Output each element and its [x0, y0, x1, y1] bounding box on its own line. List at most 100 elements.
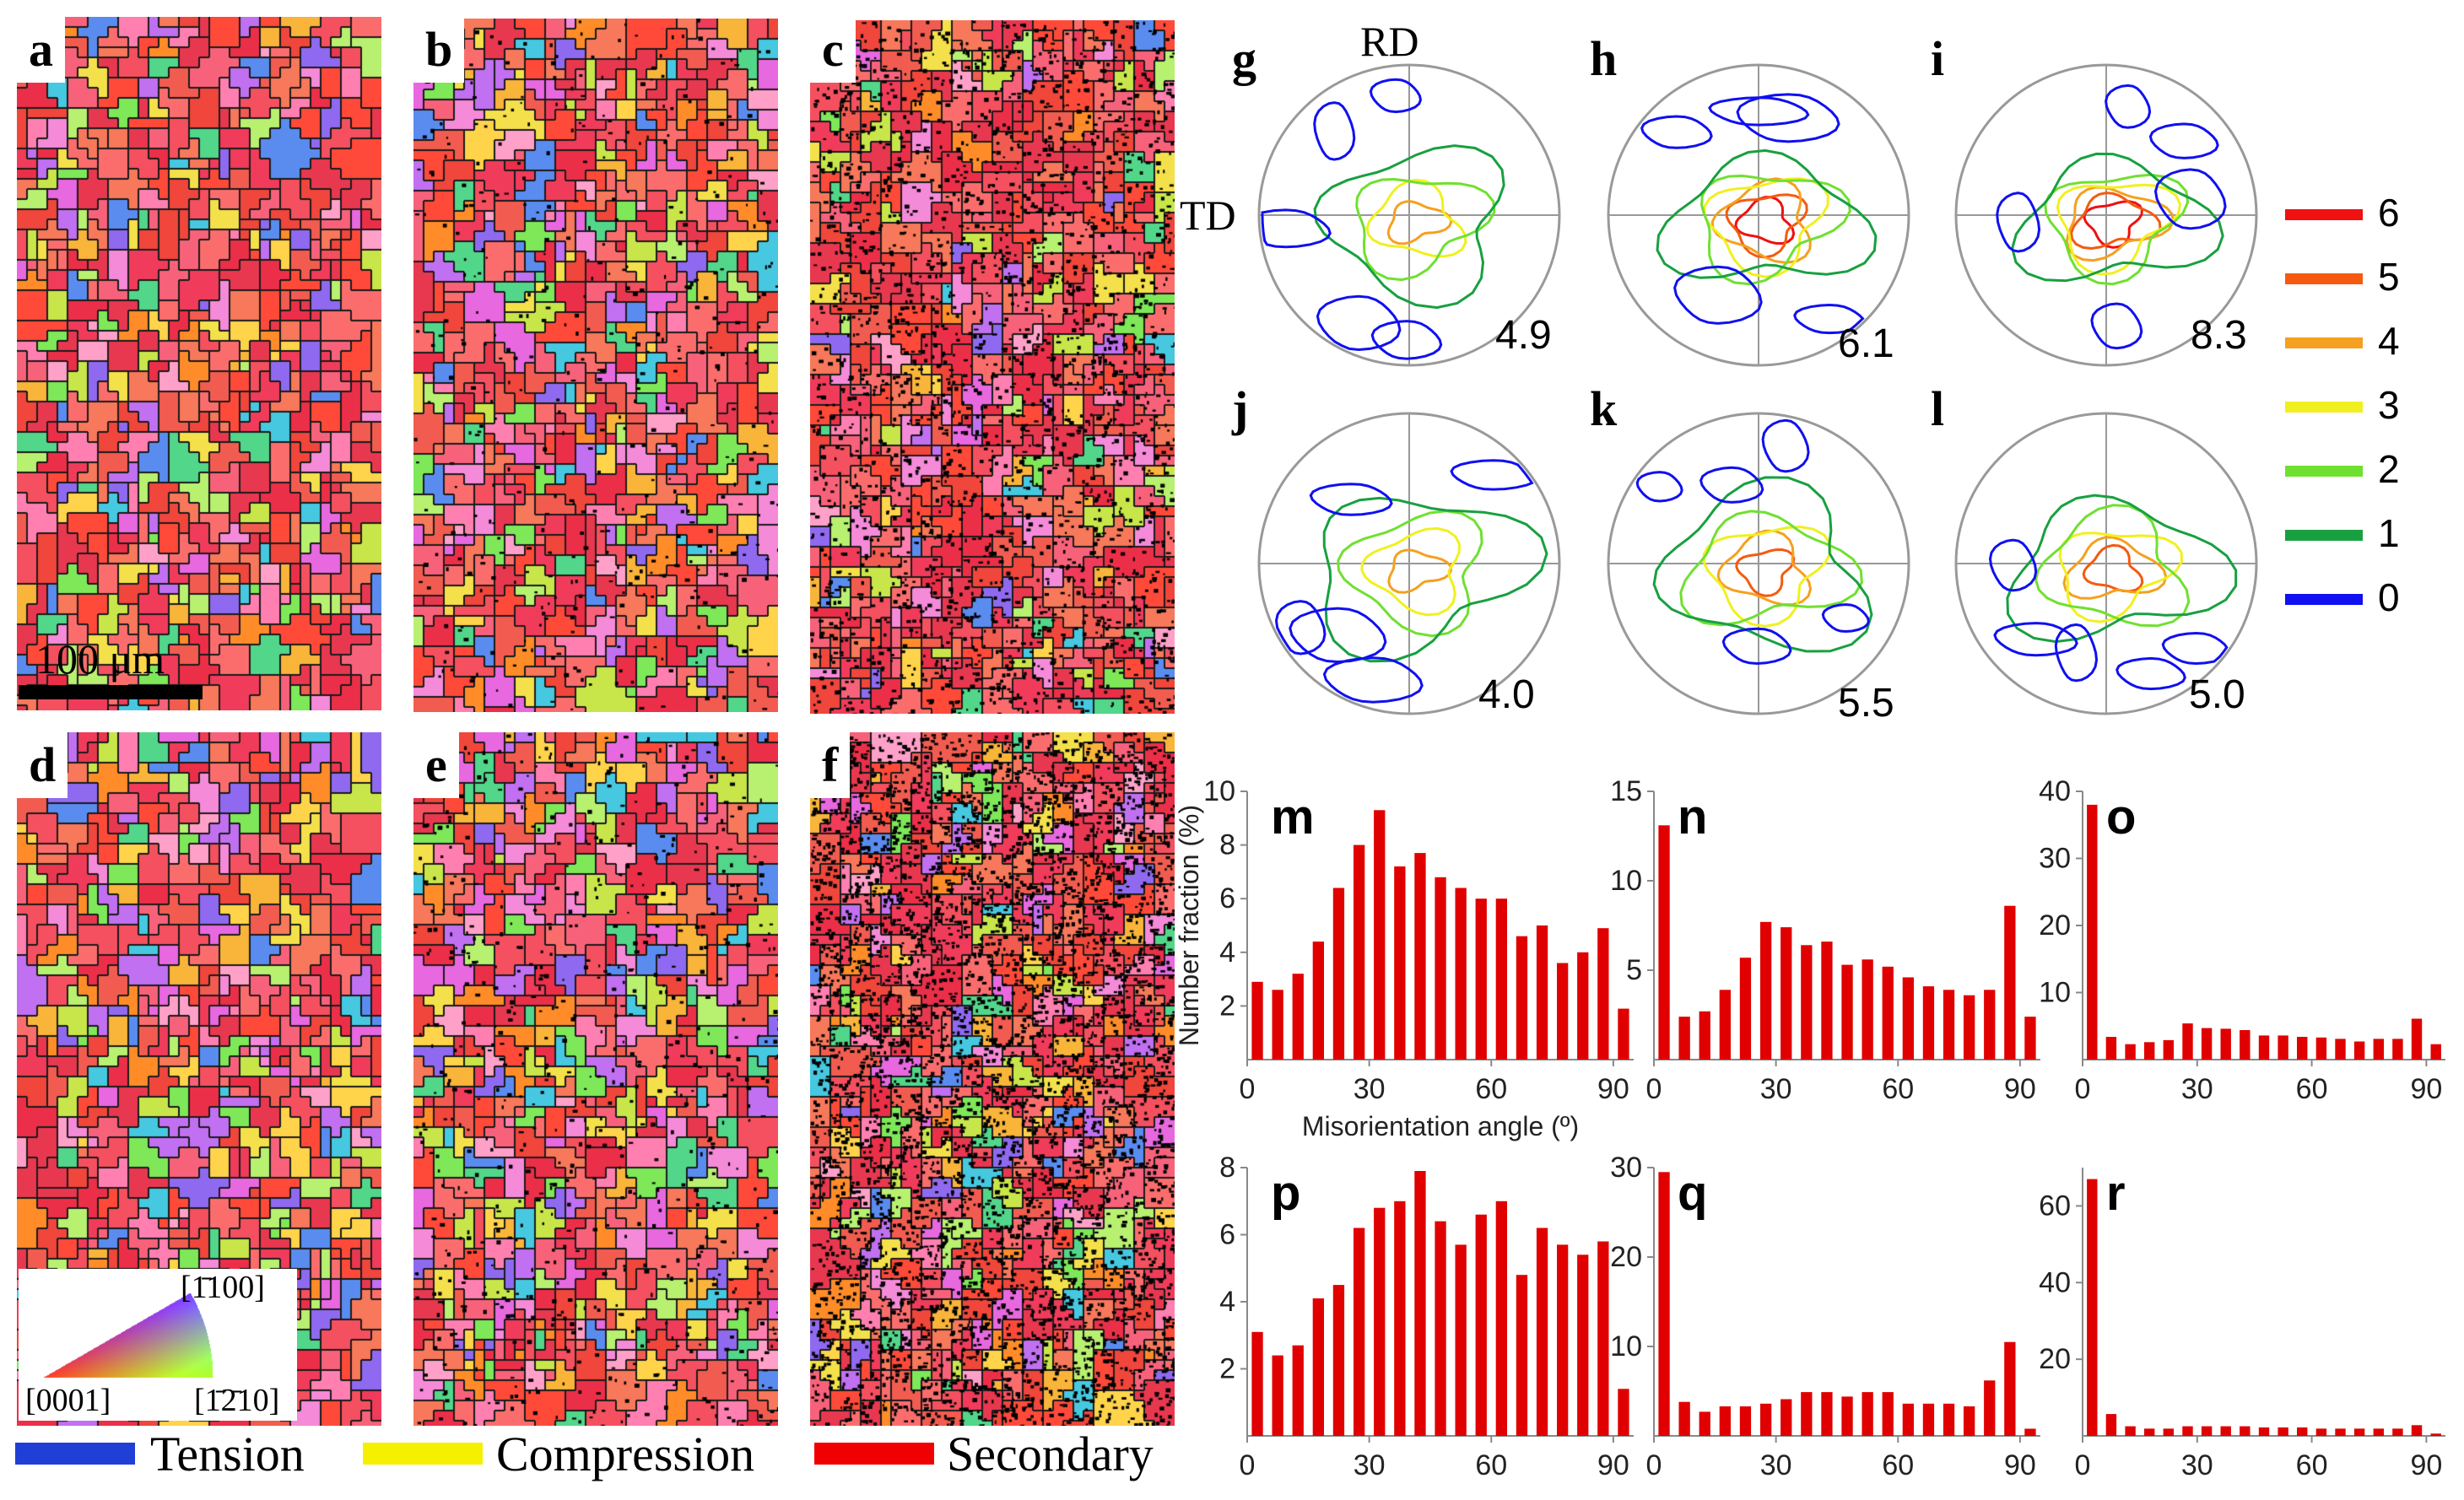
- bar-n-15: [1964, 995, 1975, 1060]
- x-tick-label: 60: [2296, 1449, 2328, 1481]
- bar-m-17: [1597, 928, 1609, 1060]
- contour-level-3: [1702, 525, 1832, 628]
- bar-n-13: [1922, 986, 1935, 1060]
- bar-o-16: [2392, 1039, 2403, 1060]
- contour-level-3: [1360, 526, 1461, 617]
- bar-r-11: [2297, 1427, 2308, 1436]
- bar-n-10: [1862, 959, 1873, 1060]
- histogram-m: 0 30 60 90 2 4 6 8 10 m Number fraction (%) Misorie…: [1174, 775, 1634, 1141]
- contour-level-0: [1761, 418, 1810, 473]
- histogram-o: 0 30 60 90 10 20 30 40 o: [2039, 775, 2445, 1105]
- legend-value-1: 1: [2378, 511, 2400, 555]
- contour-level-2: [1700, 174, 1851, 286]
- contour-level-0: [2090, 302, 2143, 350]
- contour-level-0: [1635, 471, 1683, 503]
- contour-level-0: [1708, 96, 1810, 127]
- x-tick-label: 0: [1646, 1449, 1662, 1481]
- y-tick-label: 20: [2039, 1343, 2071, 1375]
- pole-figure-h: [1607, 63, 1910, 367]
- y-tick-label: 2: [1219, 1353, 1235, 1385]
- bar-p-10: [1455, 1244, 1467, 1436]
- y-tick-label: 40: [2039, 1266, 2071, 1298]
- contour-level-1: [2011, 152, 2224, 283]
- legend-swatch-1: [2285, 530, 2363, 541]
- y-tick-label: 10: [1203, 775, 1235, 807]
- x-tick-label: 90: [2410, 1073, 2442, 1105]
- bar-n-2: [1699, 1011, 1710, 1060]
- bar-p-15: [1557, 1244, 1569, 1436]
- contour-level-1: [1656, 148, 1878, 279]
- bar-o-8: [2240, 1030, 2251, 1060]
- bar-p-1: [1272, 1355, 1283, 1436]
- contour-level-0: [1988, 538, 2038, 592]
- bar-p-4: [1332, 1285, 1345, 1436]
- bar-n-18: [2024, 1017, 2036, 1060]
- pf-max-l: 5.0: [2189, 672, 2245, 717]
- contour-level-3: [1703, 177, 1829, 278]
- bar-q-0: [1658, 1172, 1670, 1436]
- y-tick-label: 10: [1610, 865, 1642, 897]
- legend-swatch-5: [2285, 273, 2363, 284]
- ipf-color-key: [1̄100] [0001] [1̄2̄10]: [19, 1269, 297, 1421]
- bar-q-17: [2004, 1341, 2016, 1436]
- x-tick-label: 60: [1475, 1073, 1507, 1105]
- x-tick-label: 60: [1882, 1073, 1914, 1105]
- bar-o-6: [2201, 1028, 2213, 1060]
- bar-m-0: [1251, 981, 1263, 1060]
- bar-o-7: [2220, 1028, 2231, 1060]
- bar-m-4: [1332, 888, 1345, 1060]
- y-tick-label: 5: [1626, 954, 1642, 986]
- contour-level-0: [1316, 294, 1402, 352]
- bar-r-18: [2430, 1433, 2441, 1436]
- contour-level-3: [2058, 531, 2184, 623]
- x-tick-label: 0: [1646, 1073, 1662, 1105]
- contour-level-2: [1355, 177, 1496, 282]
- bar-n-1: [1678, 1017, 1690, 1060]
- contour-level-3: [2056, 183, 2182, 276]
- panel-label-c: c: [810, 17, 856, 83]
- bar-q-1: [1678, 1401, 1690, 1436]
- bar-r-17: [2411, 1425, 2423, 1436]
- contour-level-0: [1993, 622, 2078, 657]
- bar-m-7: [1394, 866, 1406, 1060]
- bar-q-6: [1780, 1399, 1792, 1436]
- bar-p-6: [1374, 1207, 1386, 1436]
- bar-m-8: [1414, 853, 1426, 1060]
- bar-r-2: [2125, 1426, 2136, 1436]
- ebsd-map-f: [810, 732, 1175, 1426]
- legend-swatch-6: [2285, 209, 2363, 220]
- bar-m-5: [1354, 844, 1365, 1060]
- contour-level-0: [1736, 93, 1840, 143]
- x-tick-label: 60: [1882, 1449, 1914, 1481]
- panel-label-f: f: [810, 732, 851, 798]
- contour-level-1: [2006, 494, 2238, 644]
- contour-level-0: [1274, 600, 1327, 656]
- legend-swatch-3: [2285, 402, 2363, 413]
- ebsd-canvas: [810, 20, 1175, 714]
- bar-p-17: [1597, 1241, 1609, 1436]
- pf-max-j: 4.0: [1478, 672, 1535, 717]
- contour-level-4: [1716, 529, 1813, 607]
- pf-label-l: l: [1931, 381, 1945, 436]
- x-tick-label: 90: [1597, 1073, 1629, 1105]
- x-tick-label: 30: [1354, 1449, 1386, 1481]
- bar-p-16: [1577, 1254, 1589, 1436]
- pf-label-j: j: [1232, 381, 1249, 436]
- bar-p-2: [1292, 1345, 1304, 1436]
- bar-q-2: [1699, 1411, 1710, 1436]
- ipf-triangle: [19, 1269, 297, 1421]
- x-tick-label: 60: [2296, 1073, 2328, 1105]
- pole-figure-k: [1607, 412, 1910, 715]
- panel-label-b: b: [413, 17, 465, 83]
- y-tick-label: 30: [1610, 1152, 1642, 1184]
- x-tick-label: 0: [1240, 1073, 1256, 1105]
- pf-label-i: i: [1931, 31, 1945, 86]
- ipf-key-top: [1̄100]: [181, 1270, 265, 1305]
- y-tick-label: 4: [1219, 1286, 1235, 1318]
- bar-m-12: [1495, 898, 1507, 1060]
- x-tick-label: 0: [1240, 1449, 1256, 1481]
- bar-m-16: [1577, 952, 1589, 1060]
- x-tick-label: 90: [2410, 1449, 2442, 1481]
- secondary-swatch: [814, 1443, 934, 1465]
- contour-level-1: [1322, 496, 1548, 663]
